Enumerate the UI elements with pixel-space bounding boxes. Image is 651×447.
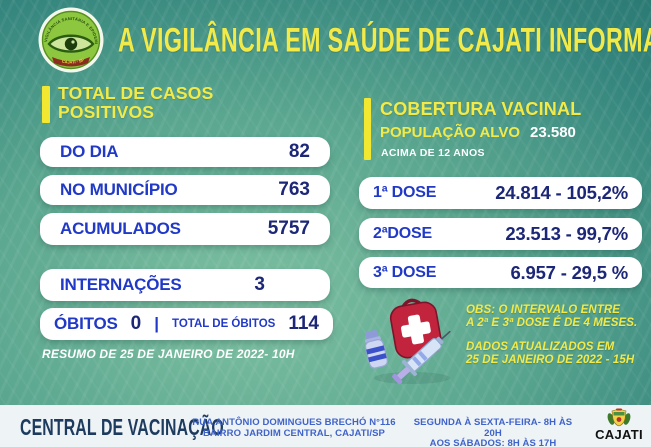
dose-third-label: 3ª DOSE [373,263,437,281]
cases-row-accumulated-label: ACUMULADOS [60,219,181,238]
cases-row-municipality-label: NO MUNICÍPIO [60,180,178,199]
page-title: A VIGILÂNCIA EM SAÚDE DE CAJATI INFORMA: [118,20,651,60]
data-updated-line1: DADOS ATUALIZADOS EM [466,341,615,353]
interval-note-line1: OBS: O INTERVALO ENTRE [466,304,621,316]
cases-row-daily: DO DIA 82 [40,137,330,167]
cases-row-daily-label: DO DIA [60,142,119,161]
cases-row-accumulated-value: 5757 [267,218,310,239]
target-population-row: POPULAÇÃO ALVO 23.580 [380,124,576,141]
interval-note: OBS: O INTERVALO ENTRE A 2ª E 3ª DOSE É … [466,304,641,329]
cases-row-deaths: ÓBITOS 0 | TOTAL DE ÓBITOS 114 [40,308,333,340]
schedule-line1: SEGUNDA À SEXTA-FEIRA- 8H ÀS 20H [413,417,573,439]
address-line2: BAIRRO JARDIM CENTRAL, CAJATI/SP [203,427,385,439]
cases-title-line1: TOTAL DE CASOS [58,83,214,103]
dose-first-value: 24.814 - 105,2% [495,182,628,203]
city-hall-logo: CAJATI [593,408,645,442]
cases-section-accent-bar [42,86,50,123]
deaths-value: 0 [130,313,142,334]
cases-row-daily-value: 82 [288,141,310,162]
deaths-separator: | [154,314,160,333]
vaccination-section-title: COBERTURA VACINAL [380,99,582,119]
cases-row-municipality: NO MUNICÍPIO 763 [40,175,330,205]
cases-row-hospitalizations-value: 3 [254,274,265,295]
data-updated-note: DADOS ATUALIZADOS EM 25 DE JANEIRO DE 20… [466,341,641,366]
dose-row-third: 3ª DOSE 6.957 - 29,5 % [359,257,642,288]
cases-row-municipality-value: 763 [278,179,310,200]
health-surveillance-logo-icon: VIGILÂNCIA SANITÁRIA E EPIDEMIOLÓGICA CA… [38,7,104,73]
logo-banner [52,57,90,67]
schedule-line2: AOS SÁBADOS: 8H ÀS 17H [429,438,557,447]
cases-section-title: TOTAL DE CASOS POSITIVOS [58,84,213,122]
dose-third-value: 6.957 - 29,5 % [510,261,628,283]
vaccination-section-accent-bar [364,98,371,160]
dose-first-label: 1ª DOSE [373,184,437,201]
city-name-label: CAJATI [595,427,643,442]
cases-row-hospitalizations: INTERNAÇÕES 3 [40,269,330,301]
address-line1: RUA ANTÔNIO DOMINGUES BRECHÓ N°116 [192,417,396,428]
target-population-label: POPULAÇÃO ALVO [380,124,521,141]
vaccination-center-label: CENTRAL DE VACINAÇÃO [20,414,224,441]
target-population-value: 23.580 [530,124,576,141]
svg-text:CAJATI - SP: CAJATI - SP [61,57,85,64]
vaccination-center-schedule: SEGUNDA À SEXTA-FEIRA- 8H ÀS 20H AOS SÁB… [404,417,582,447]
data-updated-line2: 25 DE JANEIRO DE 2022 - 15H [466,353,635,366]
vaccination-center-address: RUA ANTÔNIO DOMINGUES BRECHÓ N°116 BAIRR… [188,417,400,439]
cases-summary-date-note: RESUMO DE 25 DE JANEIRO DE 2022- 10H [42,347,295,361]
cases-row-hospitalizations-label: INTERNAÇÕES [60,275,182,294]
dose-second-label: 2ªDOSE [373,225,432,242]
cases-title-line2: POSITIVOS [58,102,155,122]
cajati-coat-of-arms-icon [607,408,631,427]
cases-row-accumulated: ACUMULADOS 5757 [40,213,330,245]
dose-second-value: 23.513 - 99,7% [505,223,628,244]
total-deaths-label: TOTAL DE ÓBITOS [172,318,276,330]
footer-bar: CENTRAL DE VACINAÇÃO RUA ANTÔNIO DOMINGU… [0,405,651,447]
interval-note-line2: A 2ª E 3ª DOSE É DE 4 MESES. [466,316,638,329]
vaccination-illustration [364,298,451,385]
deaths-label: ÓBITOS [54,314,118,333]
vaccine-vial-icon [364,329,388,369]
dose-row-first: 1ª DOSE 24.814 - 105,2% [359,177,642,209]
target-audience-note: ACIMA DE 12 ANOS [381,147,485,159]
total-deaths-value: 114 [288,313,319,334]
logo-banner-text: CAJATI - SP [61,57,85,64]
syringe-icon [392,330,451,385]
dose-row-second: 2ªDOSE 23.513 - 99,7% [359,218,642,250]
